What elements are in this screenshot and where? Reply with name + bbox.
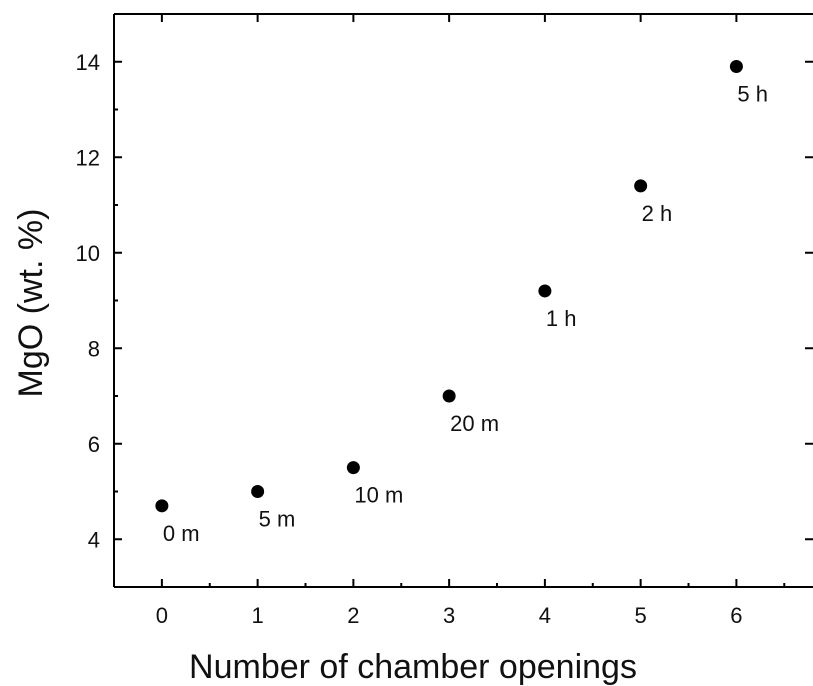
- x-tick-label: 6: [730, 603, 742, 628]
- x-axis-title: Number of chamber openings: [189, 648, 637, 686]
- y-tick-label: 10: [76, 241, 100, 266]
- point-labels: 0 m 5 m 10 m 20 m 1 h 2 h 5 h: [163, 82, 768, 546]
- x-tick-label: 4: [539, 603, 551, 628]
- data-point: [251, 485, 265, 498]
- y-tick-label: 4: [88, 527, 100, 552]
- y-tick-label: 8: [88, 336, 100, 361]
- data-point: [155, 499, 169, 513]
- data-point-label: 20 m: [450, 411, 499, 436]
- x-tick-label: 3: [443, 603, 455, 628]
- y-tick-label: 14: [76, 50, 100, 75]
- y-tick-label: 6: [88, 432, 100, 457]
- data-point: [442, 389, 456, 403]
- data-point-label: 1 h: [546, 306, 577, 331]
- data-point: [634, 179, 648, 193]
- data-point-label: 5 m: [259, 507, 296, 532]
- data-point: [729, 60, 743, 74]
- x-tick-label: 0: [156, 603, 168, 628]
- data-points: [155, 60, 743, 513]
- data-point-label: 2 h: [642, 201, 673, 226]
- x-tick-label: 5: [635, 603, 647, 628]
- data-point: [538, 284, 552, 298]
- data-point: [346, 461, 360, 475]
- y-tick-label: 12: [76, 145, 100, 170]
- x-tick-label: 2: [347, 603, 359, 628]
- data-point-label: 10 m: [354, 483, 403, 508]
- data-point-label: 0 m: [163, 521, 200, 546]
- y-axis-title: MgO (wt. %): [12, 209, 50, 398]
- data-point-label: 5 h: [737, 82, 768, 107]
- x-tick-label: 1: [252, 603, 264, 628]
